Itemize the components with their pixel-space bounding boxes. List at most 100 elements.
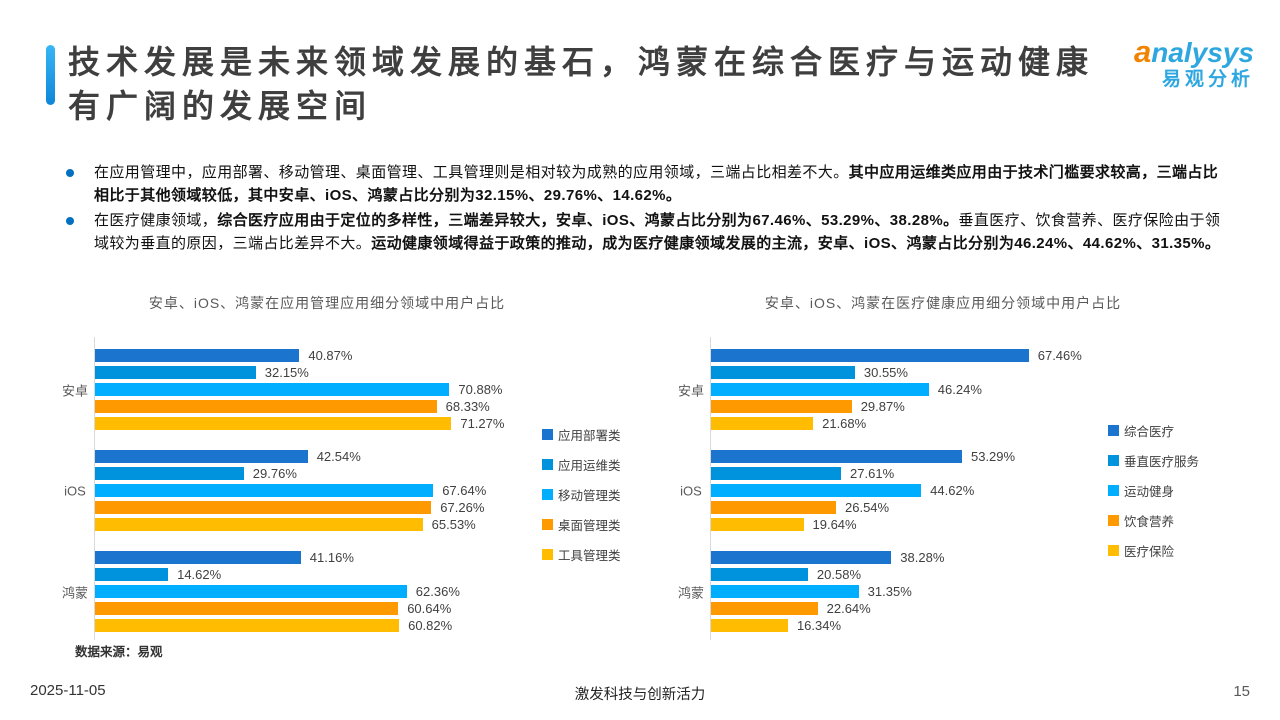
bar-value-label: 53.29% (970, 449, 1016, 464)
legend-swatch-icon (1108, 485, 1119, 496)
legend-item: 应用运维类 (542, 455, 621, 474)
bullet-text-segment: 其中应用运维类应用由于技术门槛要求较高，三端占比相比于其他领域较低，其中安卓、i… (94, 164, 1219, 204)
bar-row: 62.36% (95, 583, 654, 600)
chart-medical-health: 安卓、iOS、鸿蒙在医疗健康应用细分领域中用户占比 安卓 67.46% 30.55%… (676, 293, 1280, 641)
bar-value-label: 16.34% (796, 618, 842, 633)
bar-value-label: 14.62% (177, 567, 222, 582)
bar (711, 383, 929, 396)
bar (711, 602, 818, 615)
bar-value-label: 30.55% (863, 365, 908, 380)
bar (95, 417, 452, 430)
bar-row: 26.54% (711, 499, 1270, 516)
bullet-item: 在应用管理中，应用部署、移动管理、桌面管理、工具管理则是相对较为成熟的应用领域，… (64, 161, 1222, 207)
category-axis-label: 鸿蒙 (61, 585, 88, 600)
category-axis-label: iOS (64, 483, 86, 498)
bar-row: 29.76% (95, 465, 654, 482)
legend-swatch-icon (1108, 545, 1119, 556)
bar-value-label: 19.64% (812, 517, 857, 532)
legend-swatch-icon (542, 519, 553, 530)
bar (95, 383, 450, 396)
bar (95, 551, 301, 564)
bar-row: 16.34% (711, 617, 1270, 634)
bar (95, 585, 407, 598)
bullet-item: 在医疗健康领域，综合医疗应用由于定位的多样性，三端差异较大，安卓、iOS、鸿蒙占… (64, 209, 1222, 255)
bar-group: 鸿蒙 38.28% 20.58% 31.35% 22.64% 16.34% (678, 549, 1270, 634)
chart-title: 安卓、iOS、鸿蒙在医疗健康应用细分领域中用户占比 (764, 295, 1122, 311)
bar-row: 22.64% (711, 600, 1270, 617)
title-accent-bar (46, 45, 55, 105)
legend-label: 垂直医疗服务 (1124, 455, 1200, 469)
bullet-dot-icon (66, 217, 74, 225)
bar-group: iOS 42.54% 29.76% 67.64% 67.26% 65.53% (64, 448, 654, 533)
legend-label: 应用部署类 (558, 429, 621, 443)
bar (95, 366, 256, 379)
legend-item: 垂直医疗服务 (1108, 451, 1199, 470)
bar-row: 53.29% (711, 448, 1270, 465)
legend-label: 饮食营养 (1124, 515, 1175, 529)
bullet-dot-icon (66, 169, 74, 177)
bar-row: 40.87% (95, 347, 654, 364)
legend-item: 应用部署类 (542, 425, 621, 444)
analysys-logo-rest: nalysys (1151, 37, 1254, 68)
legend-item: 饮食营养 (1108, 511, 1199, 530)
bar-group: 安卓 67.46% 30.55% 46.24% 29.87% 21.68% (678, 347, 1270, 432)
bar (711, 568, 808, 581)
page-title: 技术发展是未来领域发展的基石，鸿蒙在综合医疗与运动健康 有广阔的发展空间 (68, 40, 1094, 128)
bar (95, 602, 399, 615)
bar-row: 68.33% (95, 398, 654, 415)
bar (711, 585, 859, 598)
legend-label: 应用运维类 (558, 459, 621, 473)
bar-row: 32.15% (95, 364, 654, 381)
bar (95, 349, 300, 362)
bar-value-label: 67.46% (1037, 348, 1082, 363)
bar-value-label: 60.82% (408, 618, 453, 633)
bar-row: 20.58% (711, 566, 1270, 583)
bar-row: 31.35% (711, 583, 1270, 600)
legend-item: 医疗保险 (1108, 541, 1199, 560)
bar (95, 501, 432, 514)
bar-value-label: 41.16% (309, 550, 354, 565)
bar-value-label: 27.61% (850, 466, 895, 481)
bar-value-label: 71.27% (460, 416, 505, 431)
page-title-line1: 技术发展是未来领域发展的基石，鸿蒙在综合医疗与运动健康 (68, 44, 1095, 80)
bar-row: 30.55% (711, 364, 1270, 381)
bar-row: 44.62% (711, 482, 1270, 499)
bar (711, 518, 804, 531)
bar-value-label: 40.87% (308, 348, 353, 363)
legend-swatch-icon (542, 489, 553, 500)
analysys-logo-a-icon: a (1134, 34, 1152, 69)
bar-row: 27.61% (711, 465, 1270, 482)
bar-group: 安卓 40.87% 32.15% 70.88% 68.33% 71.27% (62, 347, 654, 432)
bar-row: 67.64% (95, 482, 654, 499)
analysys-logo-wordmark: analysys (1134, 34, 1254, 69)
bar-value-label: 70.88% (458, 382, 503, 397)
bullet-text-segment: 运动健康领域得益于政策的推动，成为医疗健康领域发展的主流，安卓、iOS、鸿蒙占比… (371, 235, 1221, 252)
legend-label: 综合医疗 (1124, 425, 1175, 439)
data-source-note: 数据来源：易观 (75, 645, 163, 659)
bar-value-label: 38.28% (900, 550, 945, 565)
bar (711, 619, 788, 632)
category-axis-label: 鸿蒙 (677, 585, 704, 600)
bar-value-label: 65.53% (431, 517, 476, 532)
bar-value-label: 42.54% (316, 449, 361, 464)
analysys-logo-chinese: 易观分析 (1161, 68, 1254, 90)
bullet-list: 在应用管理中，应用部署、移动管理、桌面管理、工具管理则是相对较为成熟的应用领域，… (64, 161, 1222, 257)
bar-row: 67.46% (711, 347, 1270, 364)
bar-row: 60.64% (95, 600, 654, 617)
bar-row: 71.27% (95, 415, 654, 432)
legend-swatch-icon (542, 549, 553, 560)
bullet-text-segment: 在应用管理中，应用部署、移动管理、桌面管理、工具管理则是相对较为成熟的应用领域，… (94, 164, 849, 181)
bar-row: 14.62% (95, 566, 654, 583)
bar-value-label: 44.62% (930, 483, 975, 498)
legend-label: 医疗保险 (1124, 545, 1175, 559)
bar-value-label: 68.33% (445, 399, 490, 414)
bar-row: 60.82% (95, 617, 654, 634)
legend-swatch-icon (542, 429, 553, 440)
bullet-text-segment: 综合医疗应用由于定位的多样性，三端差异较大，安卓、iOS、鸿蒙占比分别为67.4… (217, 212, 959, 229)
bar (711, 484, 922, 497)
category-axis-label: 安卓 (677, 383, 704, 398)
bar-value-label: 46.24% (937, 382, 982, 397)
bar (95, 518, 423, 531)
bar (711, 551, 892, 564)
bar-value-label: 29.87% (860, 399, 905, 414)
